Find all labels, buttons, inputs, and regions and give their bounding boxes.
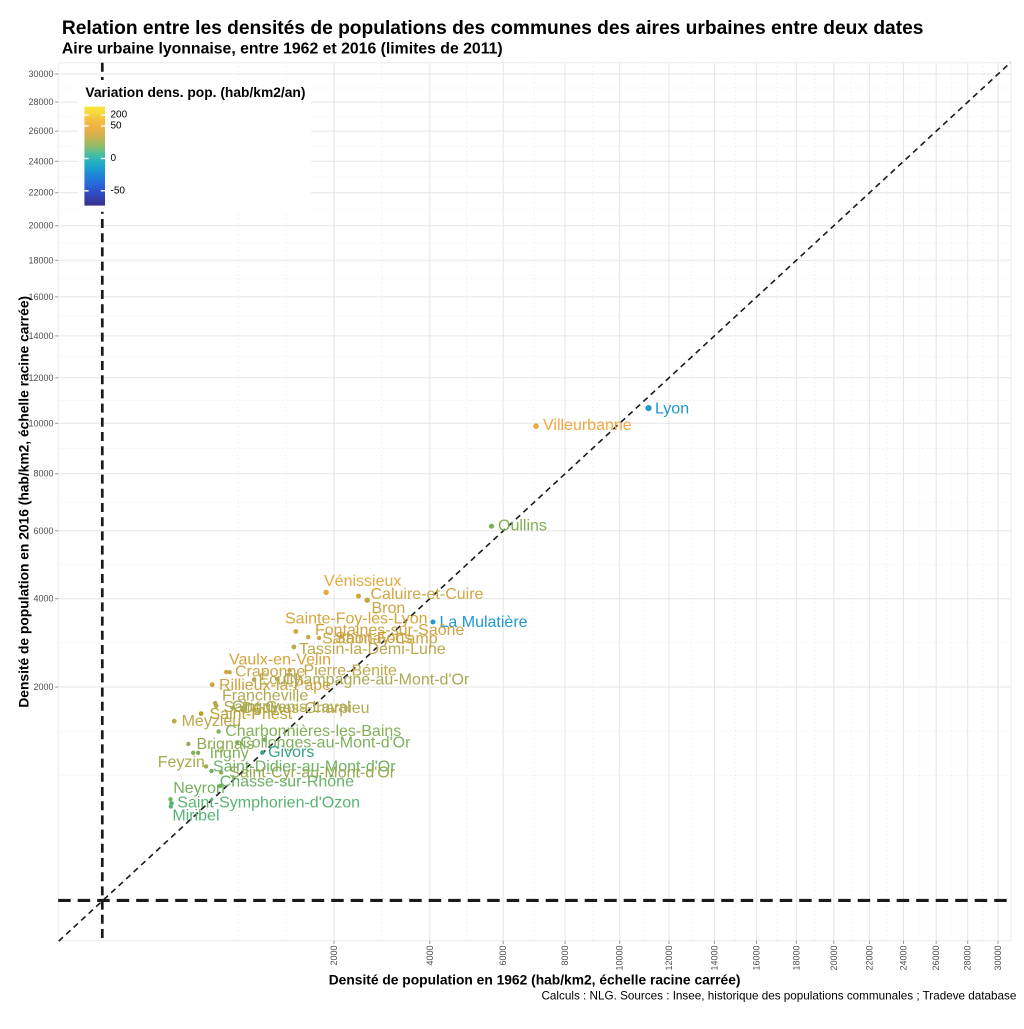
- svg-text:Bron: Bron: [372, 600, 406, 617]
- svg-text:Givors: Givors: [268, 744, 314, 761]
- svg-text:Tassin-la-Demi-Lune: Tassin-la-Demi-Lune: [299, 641, 446, 658]
- svg-text:Densité de population en 1962: Densité de population en 1962 (hab/km2, …: [329, 972, 741, 987]
- svg-text:6000: 6000: [498, 946, 508, 966]
- svg-text:Brignais: Brignais: [197, 736, 255, 753]
- svg-text:Champagne-au-Mont-d'Or: Champagne-au-Mont-d'Or: [283, 671, 470, 688]
- svg-text:Rillieux-la-Pape: Rillieux-la-Pape: [219, 677, 331, 694]
- svg-text:20000: 20000: [28, 221, 53, 231]
- svg-text:10000: 10000: [28, 418, 53, 428]
- svg-text:Chasse-sur-Rhône: Chasse-sur-Rhône: [220, 773, 354, 790]
- svg-text:12000: 12000: [28, 373, 53, 383]
- svg-text:La Mulatière: La Mulatière: [440, 614, 528, 631]
- svg-text:24000: 24000: [28, 156, 53, 166]
- svg-text:Meyzieu: Meyzieu: [182, 713, 242, 730]
- svg-text:16000: 16000: [752, 946, 762, 971]
- svg-text:2000: 2000: [329, 946, 339, 966]
- svg-text:200: 200: [111, 110, 128, 121]
- svg-text:8000: 8000: [33, 469, 53, 479]
- svg-text:Caluire-et-Cuire: Caluire-et-Cuire: [371, 586, 484, 603]
- svg-text:Saint-Priest: Saint-Priest: [210, 706, 293, 723]
- svg-text:Irigny: Irigny: [210, 745, 249, 762]
- svg-text:Miribel: Miribel: [172, 808, 219, 825]
- svg-text:Francheville: Francheville: [222, 687, 308, 704]
- svg-text:Oullins: Oullins: [498, 518, 547, 535]
- svg-text:4000: 4000: [33, 594, 53, 604]
- svg-text:26000: 26000: [931, 946, 941, 971]
- svg-text:Saint-Symphorien-d'Ozon: Saint-Symphorien-d'Ozon: [177, 795, 360, 812]
- svg-text:Saint-Cyr-au-Mont-d'Or: Saint-Cyr-au-Mont-d'Or: [229, 764, 395, 781]
- svg-text:12000: 12000: [664, 946, 674, 971]
- svg-text:Neyron: Neyron: [173, 780, 225, 797]
- svg-text:Sathonay-Camp: Sathonay-Camp: [322, 630, 438, 647]
- svg-text:14000: 14000: [28, 331, 53, 341]
- svg-text:8000: 8000: [560, 946, 570, 966]
- svg-text:Feyzin: Feyzin: [158, 754, 205, 771]
- svg-text:18000: 18000: [28, 255, 53, 265]
- svg-text:Charbonnières-les-Bains: Charbonnières-les-Bains: [225, 723, 401, 740]
- svg-text:30000: 30000: [993, 946, 1003, 971]
- svg-text:Saint-Didier-au-Mont-d'Or: Saint-Didier-au-Mont-d'Or: [213, 758, 396, 775]
- svg-text:Collonges-au-Mont-d'Or: Collonges-au-Mont-d'Or: [240, 735, 411, 752]
- svg-text:Lyon: Lyon: [655, 400, 689, 417]
- svg-text:4000: 4000: [425, 946, 435, 966]
- svg-text:Saint-Fons: Saint-Fons: [335, 630, 412, 647]
- svg-text:-50: -50: [111, 185, 126, 196]
- svg-text:Saint-Genis-Laval: Saint-Genis-Laval: [224, 699, 351, 716]
- svg-text:2000: 2000: [33, 682, 53, 692]
- svg-text:14000: 14000: [709, 946, 719, 971]
- svg-text:Pierre-Bénite: Pierre-Bénite: [304, 662, 397, 679]
- svg-text:Écully: Écully: [259, 669, 302, 688]
- svg-text:Aire urbaine lyonnaise, entre: Aire urbaine lyonnaise, entre 1962 et 20…: [62, 40, 503, 57]
- svg-text:24000: 24000: [899, 946, 909, 971]
- svg-text:10000: 10000: [615, 946, 625, 971]
- svg-text:Craponne: Craponne: [235, 663, 305, 680]
- svg-text:26000: 26000: [28, 126, 53, 136]
- svg-text:Variation dens. pop. (hab/km2/: Variation dens. pop. (hab/km2/an): [85, 85, 305, 100]
- svg-text:0: 0: [111, 153, 117, 164]
- svg-text:22000: 22000: [28, 188, 53, 198]
- svg-text:Vaulx-en-Velin: Vaulx-en-Velin: [229, 652, 331, 669]
- svg-text:Densité de population en 2016: Densité de population en 2016 (hab/km2, …: [17, 296, 32, 708]
- svg-text:Vénissieux: Vénissieux: [324, 573, 401, 590]
- svg-text:Calculs : NLG. Sources : Insee: Calculs : NLG. Sources : Insee, historiq…: [541, 990, 1016, 1003]
- svg-text:50: 50: [111, 120, 123, 131]
- svg-text:Décines-Charpieu: Décines-Charpieu: [242, 700, 370, 717]
- svg-text:18000: 18000: [791, 946, 801, 971]
- svg-text:Fontaines-sur-Saône: Fontaines-sur-Saône: [315, 622, 465, 639]
- svg-text:16000: 16000: [28, 292, 53, 302]
- svg-text:28000: 28000: [28, 97, 53, 107]
- svg-text:6000: 6000: [33, 526, 53, 536]
- svg-text:22000: 22000: [864, 946, 874, 971]
- svg-text:Relation entre les densités de: Relation entre les densités de populatio…: [62, 18, 924, 39]
- svg-text:Grigny: Grigny: [232, 698, 279, 715]
- svg-text:Villeurbanne: Villeurbanne: [543, 417, 632, 434]
- svg-text:Sainte-Foy-lès-Lyon: Sainte-Foy-lès-Lyon: [285, 611, 428, 628]
- svg-text:28000: 28000: [963, 946, 973, 971]
- svg-text:30000: 30000: [28, 69, 53, 79]
- svg-text:20000: 20000: [829, 946, 839, 971]
